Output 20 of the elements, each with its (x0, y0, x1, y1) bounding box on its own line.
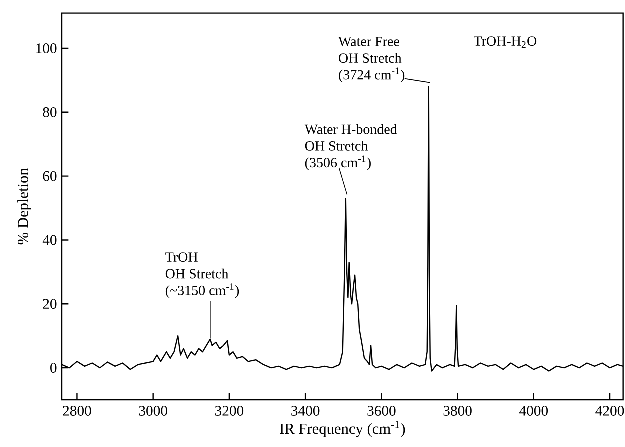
y-axis-title: % Depletion (18, 168, 32, 245)
y-tick-label: 60 (43, 171, 57, 182)
x-tick-label: 4200 (596, 406, 624, 416)
annotation: TrOH OH Stretch (~3150 cm$^{-1}$) (166, 252, 240, 298)
annotation: Water Free OH Stretch (3724 cm$^{-1}$) (338, 37, 405, 83)
y-tick-label: 0 (50, 363, 57, 373)
annotation: Water H-bonded OH Stretch (3506 cm$^{-1}$) (304, 124, 398, 170)
y-tick-label: 100 (36, 44, 57, 54)
x-tick-label: 3800 (444, 406, 472, 416)
y-tick-label: 40 (42, 235, 57, 246)
x-tick-label: 2800 (63, 406, 92, 416)
y-tick-label: 80 (43, 107, 57, 118)
x-tick-label: 3200 (215, 406, 244, 416)
x-tick-label: 3400 (292, 406, 320, 416)
annotation: TrOH-H$_{2}$O (474, 36, 537, 48)
x-tick-label: 3000 (139, 406, 168, 416)
y-tick-label: 20 (43, 299, 57, 310)
x-tick-label: 4000 (520, 406, 548, 416)
x-axis-title: IR Frequency (cm$^{-1}$) (280, 421, 406, 438)
x-tick-label: 3600 (368, 406, 396, 416)
